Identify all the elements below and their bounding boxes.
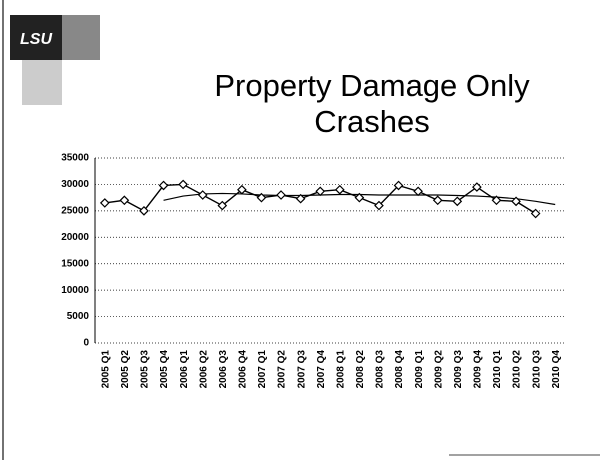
- marker: [178, 179, 188, 190]
- x-tick-label: 2010 Q1: [492, 350, 503, 389]
- x-tick-label: 2005 Q2: [120, 350, 131, 389]
- x-tick-label: 2008 Q2: [355, 350, 366, 389]
- x-tick-label: 2009 Q2: [433, 350, 444, 389]
- x-tick-label: 2005 Q1: [100, 350, 111, 389]
- marker: [393, 180, 404, 191]
- marker: [217, 200, 228, 211]
- chart-title: Property Damage Only: [214, 68, 530, 103]
- y-tick-label: 0: [83, 338, 89, 349]
- marker: [119, 195, 130, 206]
- x-tick-label: 2009 Q4: [473, 350, 484, 389]
- marker: [276, 190, 286, 200]
- x-tick-label: 2007 Q2: [277, 350, 288, 389]
- x-tick-label: 2005 Q3: [140, 350, 151, 389]
- logo-text: LSU: [20, 31, 52, 48]
- logo-image: [62, 15, 100, 60]
- x-tick-label: 2007 Q1: [257, 350, 268, 389]
- marker: [315, 186, 326, 197]
- logo-image: [22, 60, 62, 105]
- y-tick-label: 25000: [61, 205, 89, 216]
- marker: [295, 193, 306, 204]
- x-tick-label: 2008 Q1: [335, 350, 346, 389]
- marker: [432, 195, 443, 206]
- y-tick-label: 15000: [61, 258, 89, 269]
- marker: [139, 206, 149, 216]
- x-tick-label: 2007 Q4: [316, 350, 327, 389]
- marker: [491, 195, 502, 206]
- x-tick-label: 2010 Q2: [512, 350, 523, 389]
- marker: [334, 184, 345, 195]
- x-tick-label: 2006 Q4: [238, 350, 249, 389]
- x-tick-label: 2005 Q4: [159, 350, 170, 389]
- marker: [452, 196, 463, 207]
- x-tick-label: 2006 Q3: [218, 350, 229, 389]
- x-tick-label: 2009 Q3: [453, 350, 464, 389]
- x-tick-label: 2008 Q3: [375, 350, 386, 389]
- x-tick-label: 2010 Q4: [551, 350, 562, 389]
- x-tick-label: 2008 Q4: [394, 350, 405, 389]
- marker: [413, 186, 423, 197]
- y-tick-label: 20000: [61, 232, 89, 243]
- x-tick-label: 2006 Q1: [179, 350, 190, 389]
- marker: [256, 192, 267, 203]
- marker: [511, 196, 521, 207]
- x-tick-label: 2009 Q1: [414, 350, 425, 389]
- y-tick-label: 10000: [61, 285, 89, 296]
- marker: [197, 190, 208, 200]
- marker: [158, 180, 169, 191]
- x-tick-label: 2006 Q2: [198, 350, 209, 389]
- y-tick-label: 30000: [61, 179, 89, 190]
- marker: [99, 198, 110, 208]
- marker: [354, 192, 365, 203]
- x-tick-label: 2007 Q3: [296, 350, 307, 389]
- marker: [237, 184, 247, 195]
- x-tick-label: 2010 Q3: [531, 350, 542, 389]
- chart-title: Crashes: [314, 104, 429, 139]
- y-tick-label: 35000: [61, 153, 89, 164]
- y-tick-label: 5000: [67, 311, 90, 322]
- marker: [530, 208, 541, 219]
- marker: [374, 200, 384, 211]
- marker: [472, 182, 482, 192]
